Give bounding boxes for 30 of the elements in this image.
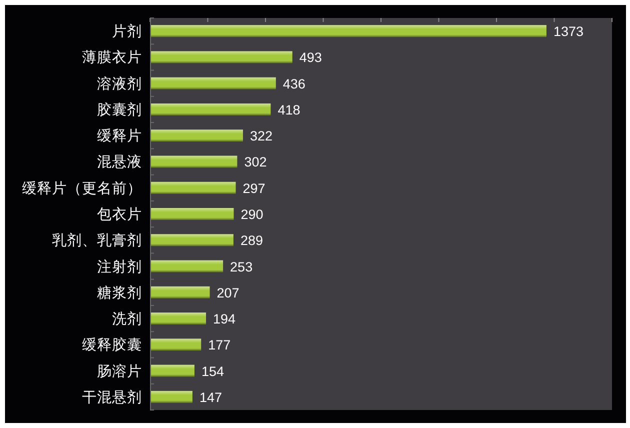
y-tick-label: 注射剂 — [97, 258, 142, 276]
y-tick-label: 溶液剂 — [97, 75, 142, 92]
y-tick-label: 缓释片（更名前） — [22, 180, 142, 197]
data-label: 436 — [282, 76, 306, 92]
data-label: 322 — [250, 128, 273, 144]
data-label: 493 — [299, 50, 322, 66]
data-label: 297 — [242, 180, 266, 196]
data-label: 154 — [201, 364, 224, 379]
y-tick-label: 胶囊剂 — [97, 101, 142, 118]
y-tick-label: 干混悬剂 — [82, 388, 142, 406]
data-label: 207 — [216, 285, 240, 300]
y-tick-label: 洗剂 — [112, 310, 142, 328]
data-label: 1373 — [553, 24, 584, 40]
y-tick-label: 缓释胶囊 — [82, 336, 142, 354]
data-label: 290 — [240, 207, 264, 222]
data-label: 177 — [208, 338, 231, 353]
data-label: 418 — [278, 102, 300, 118]
data-label: 302 — [244, 154, 267, 170]
y-tick-label: 包衣片 — [97, 206, 142, 223]
data-label: 147 — [199, 390, 222, 405]
data-label: 253 — [230, 259, 253, 274]
data-label: 289 — [240, 233, 263, 248]
y-tick-label: 肠溶片 — [97, 362, 142, 380]
data-label: 194 — [213, 312, 236, 327]
y-tick-label: 缓释片 — [97, 128, 142, 145]
y-tick-label: 薄膜衣片 — [82, 49, 142, 66]
y-tick-label: 混悬液 — [97, 154, 142, 171]
y-tick-label: 糖浆剂 — [97, 284, 142, 302]
y-tick-label: 片剂 — [112, 23, 142, 40]
y-tick-label: 乳剂、乳膏剂 — [52, 232, 142, 250]
